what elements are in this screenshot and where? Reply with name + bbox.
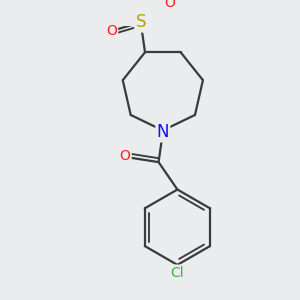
Text: S: S — [136, 13, 146, 31]
Text: O: O — [164, 0, 175, 11]
Text: N: N — [157, 123, 169, 141]
Text: O: O — [120, 149, 130, 163]
Text: O: O — [106, 24, 117, 38]
Text: Cl: Cl — [171, 266, 184, 280]
